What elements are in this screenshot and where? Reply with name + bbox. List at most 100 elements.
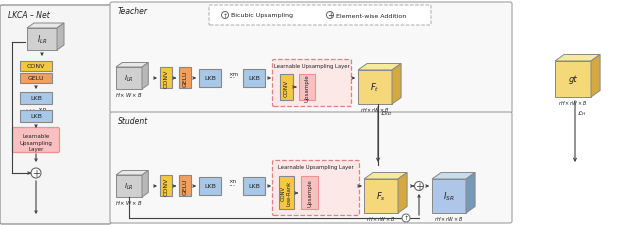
Text: LKB: LKB <box>248 184 260 189</box>
Text: CONV
Low-Rank: CONV Low-Rank <box>281 180 292 205</box>
Text: Upsample: Upsample <box>307 179 312 207</box>
Text: $rH\times rW\times B$: $rH\times rW\times B$ <box>360 106 390 113</box>
Text: Learnable Upsampling Layer: Learnable Upsampling Layer <box>278 164 354 169</box>
Text: $I_{LR}$: $I_{LR}$ <box>124 181 134 191</box>
Polygon shape <box>142 63 148 90</box>
FancyBboxPatch shape <box>0 6 111 224</box>
FancyBboxPatch shape <box>110 112 512 223</box>
FancyBboxPatch shape <box>209 6 431 26</box>
Text: ···: ··· <box>228 182 235 191</box>
Text: $I_{LR}$: $I_{LR}$ <box>36 34 47 46</box>
Text: ···: ··· <box>228 74 235 83</box>
Polygon shape <box>116 171 148 175</box>
FancyBboxPatch shape <box>273 60 351 107</box>
Polygon shape <box>358 71 392 105</box>
Text: Teacher: Teacher <box>118 7 148 16</box>
Polygon shape <box>466 173 475 213</box>
Text: CONV: CONV <box>163 69 168 87</box>
Text: $I_{SR}$: $I_{SR}$ <box>443 190 455 202</box>
Text: · · ·  ×n: · · · ×n <box>26 107 46 112</box>
Text: LKB: LKB <box>204 184 216 189</box>
Text: Layer: Layer <box>28 146 44 151</box>
Polygon shape <box>432 179 466 213</box>
Text: ×m: ×m <box>228 71 238 76</box>
Circle shape <box>415 182 424 191</box>
Text: Element-wise Addition: Element-wise Addition <box>336 14 406 18</box>
Text: $I_{LR}$: $I_{LR}$ <box>124 74 134 84</box>
Bar <box>160 68 172 89</box>
Text: $H\times W\times B$: $H\times W\times B$ <box>115 91 143 99</box>
Polygon shape <box>57 24 64 51</box>
Text: ↑: ↑ <box>222 14 228 18</box>
Circle shape <box>31 168 41 178</box>
Polygon shape <box>555 62 591 98</box>
Polygon shape <box>432 173 475 179</box>
Polygon shape <box>364 179 398 213</box>
Bar <box>199 177 221 195</box>
Text: Upsample: Upsample <box>305 74 310 101</box>
Text: Learnable: Learnable <box>22 134 50 139</box>
Bar <box>243 177 265 195</box>
Text: Learnable Upsampling Layer: Learnable Upsampling Layer <box>274 64 350 69</box>
Polygon shape <box>364 173 407 179</box>
Circle shape <box>402 214 410 222</box>
Polygon shape <box>116 68 142 90</box>
Circle shape <box>221 12 228 19</box>
Polygon shape <box>27 29 57 51</box>
Polygon shape <box>555 55 600 62</box>
Polygon shape <box>142 171 148 197</box>
Bar <box>301 176 318 209</box>
Text: CONV: CONV <box>163 177 168 195</box>
Bar <box>243 70 265 88</box>
Text: $rH\times rW\times B$: $rH\times rW\times B$ <box>558 99 588 106</box>
Bar <box>199 70 221 88</box>
Text: $F_t$: $F_t$ <box>371 81 380 94</box>
Polygon shape <box>27 24 64 29</box>
Text: Student: Student <box>118 117 148 126</box>
Text: $\mathcal{L}_{KD}$: $\mathcal{L}_{KD}$ <box>380 109 392 118</box>
Bar <box>179 175 191 196</box>
Bar <box>20 110 52 122</box>
Text: $F_s$: $F_s$ <box>376 190 386 202</box>
Bar <box>299 75 315 101</box>
Text: $rH\times rW\times B$: $rH\times rW\times B$ <box>366 214 396 222</box>
Bar <box>279 176 294 209</box>
Bar <box>20 93 52 105</box>
Text: Bicubic Upsampling: Bicubic Upsampling <box>231 14 293 18</box>
Text: LKB: LKB <box>30 96 42 101</box>
Text: LKB: LKB <box>204 76 216 81</box>
Bar <box>280 75 293 101</box>
Text: +: + <box>32 168 40 178</box>
Text: $\mathcal{L}_{H}$: $\mathcal{L}_{H}$ <box>577 109 586 118</box>
Text: GELU: GELU <box>182 178 188 194</box>
Text: LKB: LKB <box>248 76 260 81</box>
Text: CONV: CONV <box>284 79 289 96</box>
Bar <box>160 175 172 196</box>
Bar <box>20 62 52 72</box>
FancyBboxPatch shape <box>110 3 512 113</box>
Polygon shape <box>358 64 401 71</box>
Circle shape <box>326 12 333 19</box>
Polygon shape <box>116 63 148 68</box>
Text: CONV: CONV <box>27 64 45 69</box>
Text: GELU: GELU <box>28 76 44 81</box>
Polygon shape <box>116 175 142 197</box>
FancyBboxPatch shape <box>273 161 360 216</box>
Bar <box>20 74 52 84</box>
Text: +: + <box>327 11 333 20</box>
Polygon shape <box>591 55 600 98</box>
Text: LKCA – Net: LKCA – Net <box>8 11 50 20</box>
Text: ↑: ↑ <box>403 216 408 220</box>
Text: +: + <box>415 181 423 191</box>
Bar <box>179 68 191 89</box>
Text: gt: gt <box>569 75 577 84</box>
Text: LKB: LKB <box>30 114 42 119</box>
Text: ×n: ×n <box>228 179 236 184</box>
Text: GELU: GELU <box>182 70 188 86</box>
FancyBboxPatch shape <box>13 128 60 153</box>
Text: $H\times W\times B$: $H\times W\times B$ <box>115 198 143 206</box>
Polygon shape <box>392 64 401 105</box>
Polygon shape <box>398 173 407 213</box>
Text: $rH\times rW\times B$: $rH\times rW\times B$ <box>435 214 464 222</box>
Text: Upsampling: Upsampling <box>20 140 52 145</box>
